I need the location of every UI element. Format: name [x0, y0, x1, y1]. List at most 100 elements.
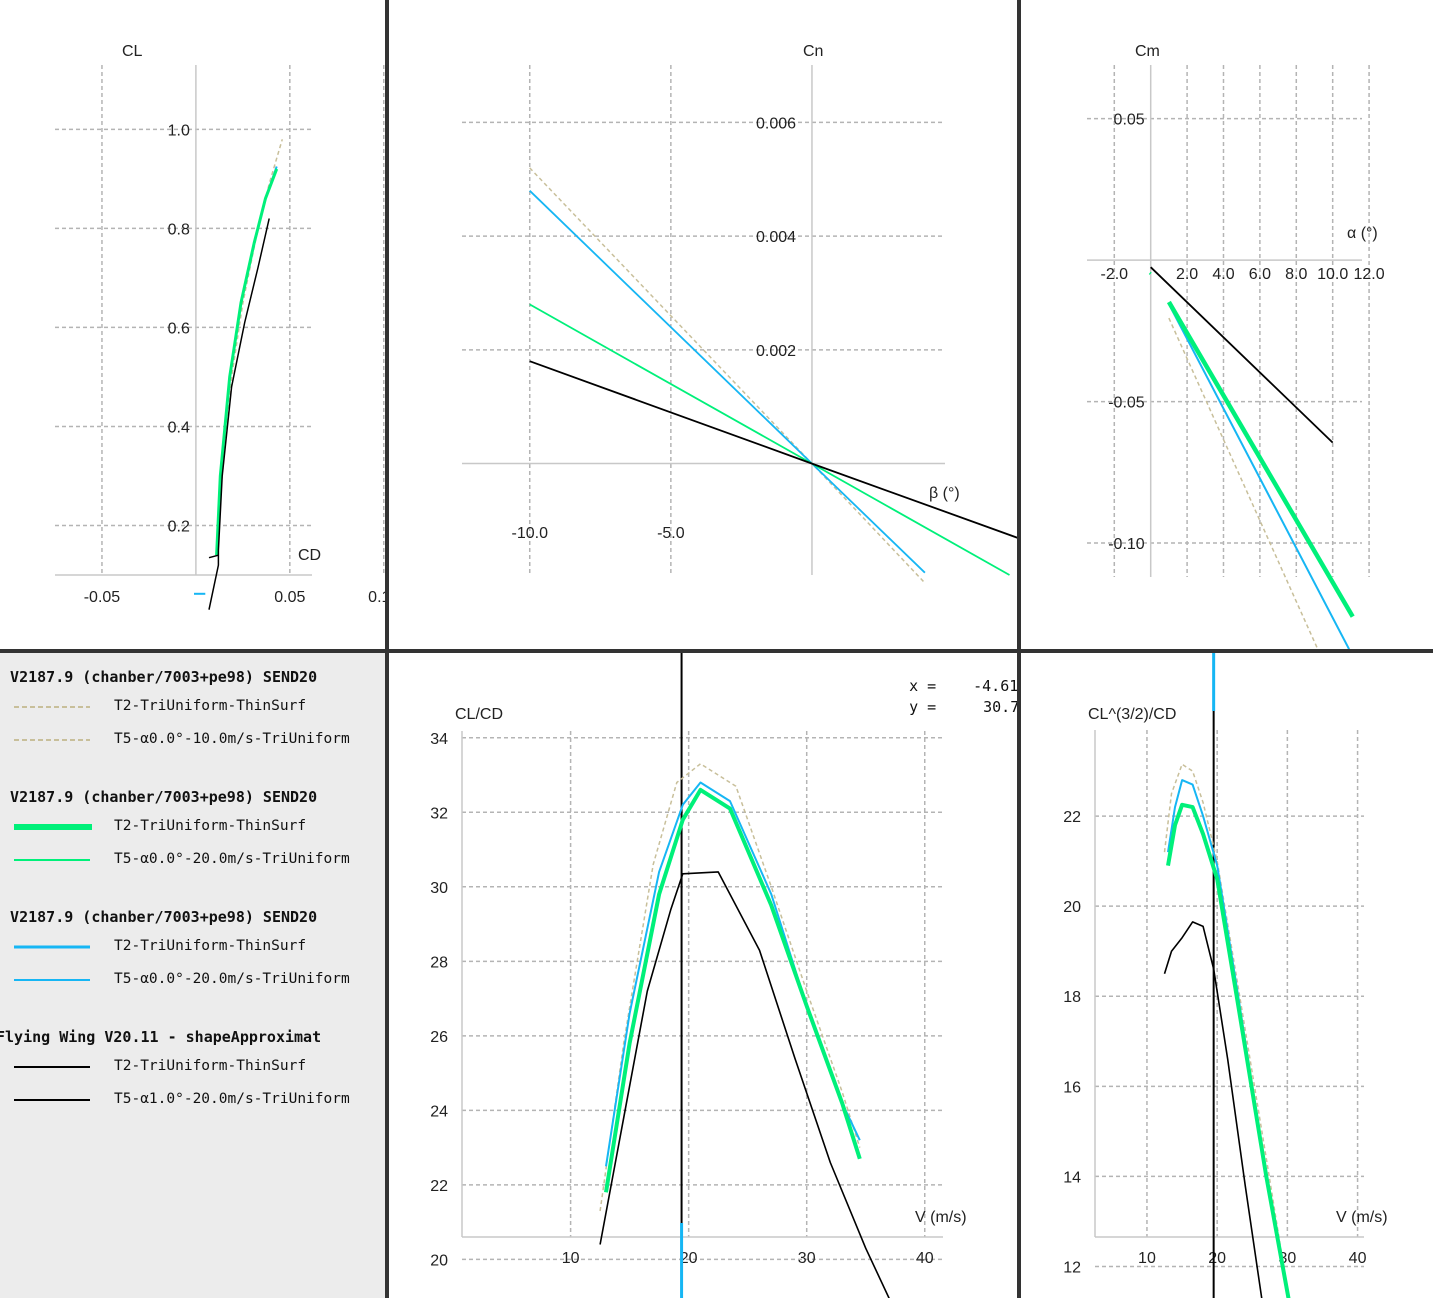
- y-axis-title: Cm: [1135, 43, 1160, 60]
- series-line-green: [215, 168, 279, 556]
- legend-item[interactable]: T2-TriUniform-ThinSurf: [14, 818, 386, 838]
- legend-item[interactable]: T5-α0.0°-20.0m/s-TriUniform: [14, 851, 386, 871]
- cl-cd-speed-chart[interactable]: 10 20 30 40 20 22 24 26 28 30 32 34 V (m/s) CL/CD x =…: [389, 653, 1018, 1298]
- y-tick-label: -0.05: [1108, 395, 1145, 412]
- x-tick-label: -5.0: [657, 525, 685, 542]
- x-tick-label: 4.0: [1212, 266, 1234, 283]
- cn-beta-chart[interactable]: -10.0 -5.0 0.002 0.004 0.006 β (°) Cn: [389, 0, 1018, 650]
- legend-item[interactable]: T5-α0.0°-10.0m/s-TriUniform: [14, 731, 386, 751]
- x-tick-label: 10: [1138, 1250, 1156, 1267]
- x-tick-label: -0.05: [84, 589, 121, 606]
- cm-alpha-chart[interactable]: -2.0 2.0 4.0 6.0 8.0 10.0 12.0 -0.10 -0.05 0.05 α …: [1021, 0, 1433, 650]
- x-tick-label: 40: [916, 1250, 934, 1267]
- x-tick-label: 40: [1349, 1250, 1367, 1267]
- legend-item[interactable]: T5-α0.0°-20.0m/s-TriUniform: [14, 971, 386, 991]
- legend-item-label: T5-α0.0°-20.0m/s-TriUniform: [114, 851, 350, 867]
- cl-cd-speed-plot[interactable]: 10 20 30 40 20 22 24 26 28 30 32 34 V (m/s) CL/CD: [389, 653, 1018, 1298]
- legend-group-title: 2 V2187.9 (chanber/7003+pe98) SEND20: [0, 668, 318, 686]
- legend-group-title: Flying Wing V20.11 - shapeApproximat: [0, 1028, 322, 1046]
- horizontal-divider[interactable]: [0, 649, 1433, 653]
- cl32-cd-speed-chart[interactable]: 10 20 30 40 12 14 16 18 20 22 V (m/s) CL^(3/2)/CD: [1021, 653, 1433, 1298]
- legend-swatch: [14, 945, 90, 949]
- y-tick-label: 30: [430, 880, 448, 897]
- legend-item[interactable]: T2-TriUniform-ThinSurf: [14, 938, 386, 958]
- y-tick-label: 1.0: [168, 122, 190, 139]
- y-axis-title: CL: [122, 43, 143, 60]
- x-tick-label: 8.0: [1285, 266, 1307, 283]
- y-tick-label: 16: [1063, 1079, 1081, 1096]
- y-tick-label: -0.10: [1108, 536, 1145, 553]
- x-tick-label: -10.0: [512, 525, 549, 542]
- legend-item[interactable]: T5-α1.0°-20.0m/s-TriUniform: [14, 1091, 386, 1111]
- series-line-tan: [599, 763, 861, 1212]
- y-axis-title: CL^(3/2)/CD: [1088, 706, 1176, 723]
- x-tick-label: 6.0: [1249, 266, 1271, 283]
- y-tick-label: 26: [430, 1029, 448, 1046]
- legend-item-label: T5-α0.0°-10.0m/s-TriUniform: [114, 731, 350, 747]
- series-line-black: [208, 218, 270, 610]
- legend-item-label: T2-TriUniform-ThinSurf: [114, 938, 307, 954]
- y-tick-label: 22: [1063, 809, 1081, 826]
- cursor-readout-x-value: -4.6181: [937, 659, 1018, 713]
- polar-cl-cd-plot[interactable]: -0.05 0.05 0.10 0.2 0.4 0.6 0.8 1.0 CD CL: [0, 0, 386, 650]
- y-axis-title: CL/CD: [455, 706, 503, 723]
- series-line-black: [599, 871, 890, 1298]
- y-tick-label: 12: [1063, 1259, 1081, 1276]
- series-line-black: [1163, 921, 1263, 1298]
- y-tick-label: 14: [1063, 1169, 1081, 1186]
- cm-alpha-plot[interactable]: -2.0 2.0 4.0 6.0 8.0 10.0 12.0 -0.10 -0.05 0.05 α …: [1021, 0, 1433, 650]
- y-tick-label: 20: [430, 1252, 448, 1269]
- y-tick-label: 0.6: [168, 320, 190, 337]
- cursor-x-label: x =: [909, 677, 937, 695]
- y-axis-title: Cn: [803, 43, 823, 60]
- y-tick-label: 32: [430, 805, 448, 822]
- x-tick-label: 20: [680, 1250, 698, 1267]
- x-tick-label: 20: [1208, 1250, 1226, 1267]
- x-axis-title: V (m/s): [1336, 1209, 1388, 1226]
- y-tick-label: 20: [1063, 899, 1081, 916]
- x-tick-label: 12.0: [1354, 266, 1385, 283]
- y-tick-label: 22: [430, 1178, 448, 1195]
- cursor-y-label: y =: [909, 698, 937, 716]
- y-tick-label: 18: [1063, 989, 1081, 1006]
- legend-panel: 2 V2187.9 (chanber/7003+pe98) SEND20 T2-…: [0, 653, 386, 1298]
- legend-item-label: T2-TriUniform-ThinSurf: [114, 1058, 307, 1074]
- series-line-black: [529, 360, 1018, 539]
- y-tick-label: 0.006: [756, 115, 796, 132]
- series-line-tan: [1168, 317, 1319, 650]
- series-line-tan: [215, 139, 284, 556]
- cursor-readout-x: x =: [873, 659, 936, 713]
- cursor-y-value: 30.707: [983, 698, 1018, 716]
- legend-item-label: T2-TriUniform-ThinSurf: [114, 698, 307, 714]
- x-tick-label: 30: [798, 1250, 816, 1267]
- x-axis-title: V (m/s): [915, 1209, 967, 1226]
- series-line-green: [1166, 300, 1355, 618]
- x-axis-title: β (°): [929, 485, 960, 502]
- series-line-blue: [1168, 303, 1350, 650]
- series-line-black-tick: [208, 554, 219, 559]
- legend-item[interactable]: T2-TriUniform-ThinSurf: [14, 698, 386, 718]
- series-line-tan: [1163, 763, 1290, 1298]
- x-tick-label: 10: [562, 1250, 580, 1267]
- x-tick-label: 0.05: [274, 589, 305, 606]
- cn-beta-plot[interactable]: -10.0 -5.0 0.002 0.004 0.006 β (°) Cn: [389, 0, 1018, 650]
- x-tick-label: 0.10: [368, 589, 386, 606]
- legend-swatch: [14, 739, 90, 741]
- legend-swatch: [14, 859, 90, 861]
- x-axis-title: CD: [298, 547, 321, 564]
- y-tick-label: 0.4: [168, 419, 190, 436]
- legend-item[interactable]: T2-TriUniform-ThinSurf: [14, 1058, 386, 1078]
- series-line-tan: [529, 167, 926, 584]
- polar-cl-cd-chart[interactable]: -0.05 0.05 0.10 0.2 0.4 0.6 0.8 1.0 CD CL: [0, 0, 386, 650]
- y-tick-label: 34: [430, 731, 448, 748]
- series-line-green: [604, 787, 862, 1193]
- legend-swatch: [14, 1066, 90, 1068]
- y-tick-label: 0.8: [168, 221, 190, 238]
- series-line-black: [1150, 266, 1334, 444]
- legend-swatch: [14, 824, 92, 830]
- x-tick-label: 10.0: [1317, 266, 1348, 283]
- cursor-x-value: -4.6181: [973, 677, 1018, 695]
- cursor-readout-y: y =: [873, 680, 936, 734]
- x-tick-label: -2.0: [1101, 266, 1129, 283]
